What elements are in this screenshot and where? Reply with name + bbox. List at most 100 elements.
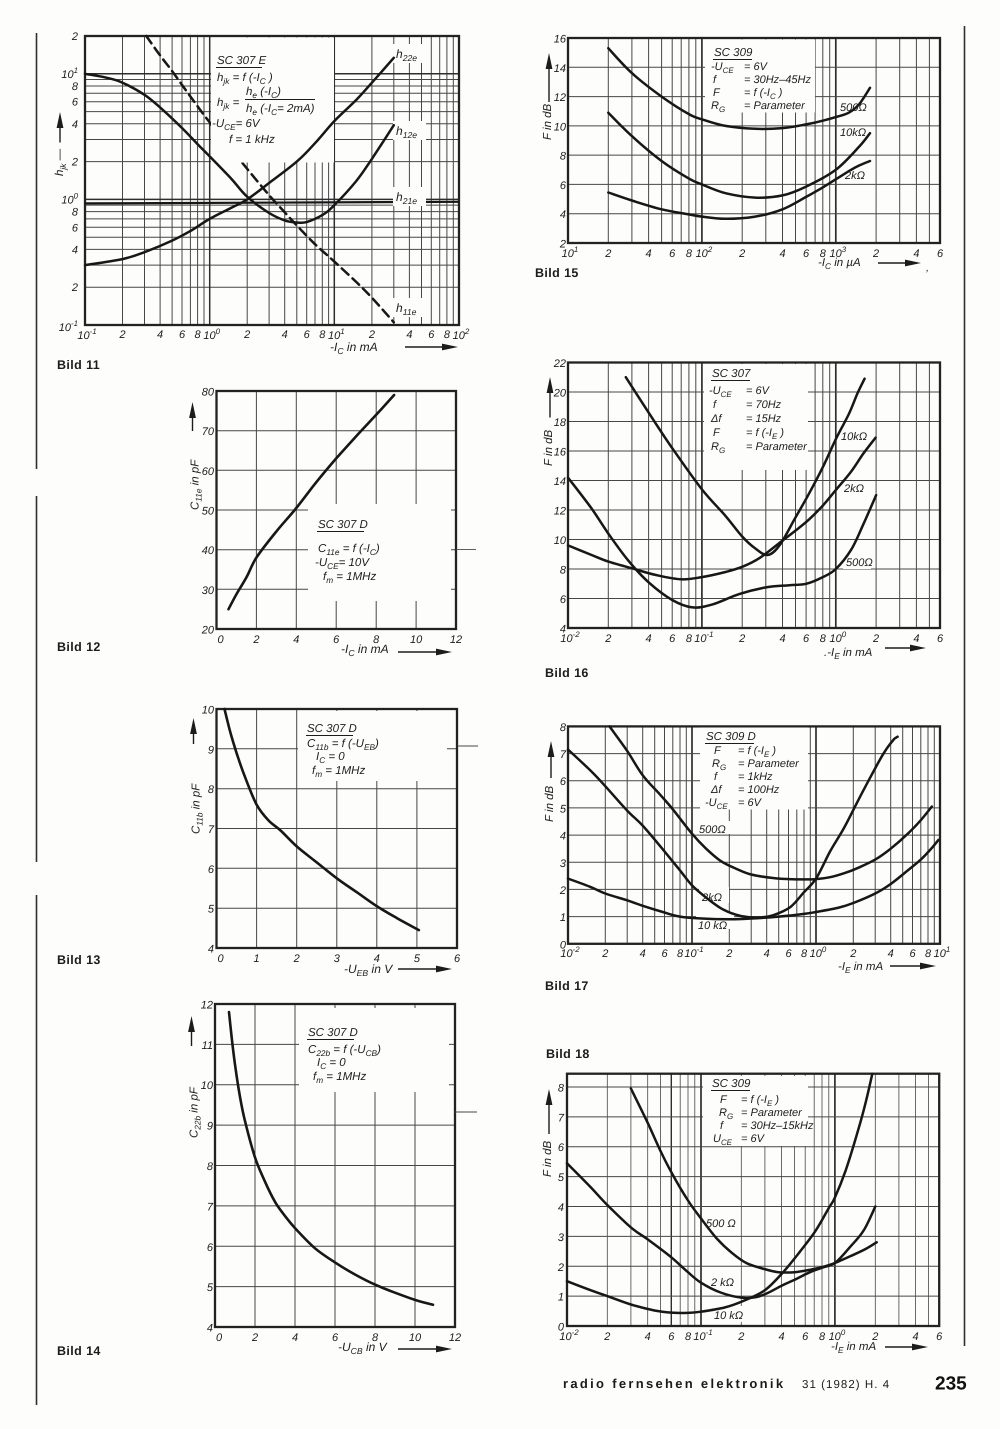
svg-text:4: 4 [888,948,894,960]
svg-text:2: 2 [71,31,78,43]
svg-text:= f (-IE​ ): = f (-IE​ ) [738,745,776,759]
svg-text:500Ω: 500Ω [840,102,867,114]
svg-text:F in dB: F in dB [544,785,556,822]
svg-text:8: 8 [560,722,567,734]
svg-text:RG​: RG​ [711,100,725,114]
svg-text:C11e​ = f (-IC​): C11e​ = f (-IC​) [318,543,380,557]
svg-text:100​: 100​ [829,630,846,645]
svg-text:h22e​: h22e​ [396,47,417,63]
svg-text:SC 307 D: SC 307 D [308,1027,358,1039]
svg-text:hjk​ =: hjk​ = [217,97,240,111]
svg-text:6: 6 [560,180,567,192]
svg-text:2: 2 [557,1262,564,1274]
svg-text:F: F [714,745,722,757]
svg-text:Bild 18: Bild 18 [546,1047,590,1061]
svg-text:6: 6 [909,948,916,960]
svg-text:10: 10 [202,705,215,717]
svg-text:2: 2 [604,248,611,260]
svg-text:100​: 100​ [61,191,78,206]
svg-text:2: 2 [251,1332,258,1344]
svg-text:fm​ = 1MHz: fm​ = 1MHz [323,571,376,585]
svg-text:8: 8 [686,248,693,260]
svg-text:6: 6 [72,97,79,109]
svg-text:2: 2 [871,1331,878,1343]
svg-text:2: 2 [368,329,375,341]
svg-text:= 6V: = 6V [746,385,771,397]
svg-text:4: 4 [157,329,163,341]
svg-text:10-1​: 10-1​ [684,945,703,960]
svg-text:10-2​: 10-2​ [560,630,580,645]
svg-text:h21e​: h21e​ [396,190,417,206]
svg-text:10: 10 [201,1080,214,1092]
svg-text:10-2​: 10-2​ [560,945,580,960]
svg-text:2 kΩ: 2 kΩ [710,1277,734,1289]
svg-text:-UCE​= 6V: -UCE​= 6V [212,118,261,132]
svg-text:-UCE​: -UCE​ [705,797,728,811]
svg-text:235: 235 [935,1374,967,1395]
svg-text:8: 8 [373,634,380,646]
svg-text:2: 2 [293,953,300,965]
svg-text:500Ω: 500Ω [699,824,726,836]
svg-text:f: f [713,74,717,86]
svg-text:fm​ = 1MHz: fm​ = 1MHz [312,765,365,779]
svg-text:5: 5 [414,953,421,965]
svg-text:4: 4 [292,1332,298,1344]
svg-text:4: 4 [764,948,770,960]
svg-text:10: 10 [554,535,567,547]
svg-text:16: 16 [554,447,567,459]
svg-text:4: 4 [72,119,78,131]
svg-text:18: 18 [554,417,567,429]
svg-text:101​: 101​ [934,945,951,960]
svg-text:4: 4 [779,248,785,260]
svg-text:C22b​ = f (-UCB​): C22b​ = f (-UCB​) [308,1044,381,1058]
svg-text:6: 6 [428,329,435,341]
svg-text:12: 12 [449,1332,461,1344]
svg-text:8: 8 [207,1161,214,1173]
svg-text:6: 6 [937,633,944,645]
svg-text:4: 4 [560,831,566,843]
svg-text:8: 8 [819,1331,826,1343]
svg-text:2: 2 [849,948,856,960]
svg-text:12: 12 [450,634,462,646]
svg-text:7: 7 [207,1201,214,1213]
svg-text:8: 8 [208,784,215,796]
svg-text:C11b​ in pF: C11b​ in pF [191,783,205,834]
svg-text:F in dB: F in dB [542,1140,554,1177]
svg-text:2: 2 [603,1331,610,1343]
svg-text:7: 7 [208,824,215,836]
svg-text:6: 6 [208,864,215,876]
svg-text:fm​ = 1MHz: fm​ = 1MHz [313,1071,366,1085]
svg-text:4: 4 [282,329,288,341]
svg-text:31 (1982) H. 4: 31 (1982) H. 4 [802,1379,890,1391]
svg-text:f = 1 kHz: f = 1 kHz [229,134,275,146]
svg-text:7: 7 [558,1112,565,1124]
svg-text:SC 309: SC 309 [712,1078,751,1090]
svg-text:SC 309: SC 309 [714,47,753,59]
svg-text:5: 5 [558,1172,565,1184]
svg-text:30: 30 [202,585,215,597]
svg-text:= 30Hz–15kHz: = 30Hz–15kHz [741,1120,814,1132]
svg-text:4: 4 [913,248,919,260]
svg-text:4: 4 [779,633,785,645]
svg-text:-IC​ in µA: -IC​ in µA [818,257,861,271]
svg-text:10: 10 [554,121,567,133]
svg-text:70: 70 [202,426,215,438]
svg-text:8: 8 [195,329,202,341]
svg-text:4: 4 [645,1331,651,1343]
svg-text:.-IE​ in mA: .-IE​ in mA [824,647,873,661]
svg-text:14: 14 [554,476,566,488]
svg-text:0: 0 [216,1332,223,1344]
svg-text:hjk​ = f (-IC​ ): hjk​ = f (-IC​ ) [217,72,273,86]
svg-text:103​: 103​ [829,245,846,260]
svg-text:6: 6 [937,248,944,260]
svg-text:10-1​: 10-1​ [59,319,78,334]
svg-text:10 kΩ: 10 kΩ [698,920,727,932]
svg-text:2: 2 [872,633,879,645]
svg-text:10: 10 [409,1332,422,1344]
svg-text:6: 6 [454,953,461,965]
svg-text:2: 2 [738,633,745,645]
svg-text:SC 307 D: SC 307 D [307,723,357,735]
svg-text:2: 2 [604,633,611,645]
svg-text:F in dB: F in dB [542,103,554,140]
svg-text:2: 2 [559,239,566,251]
